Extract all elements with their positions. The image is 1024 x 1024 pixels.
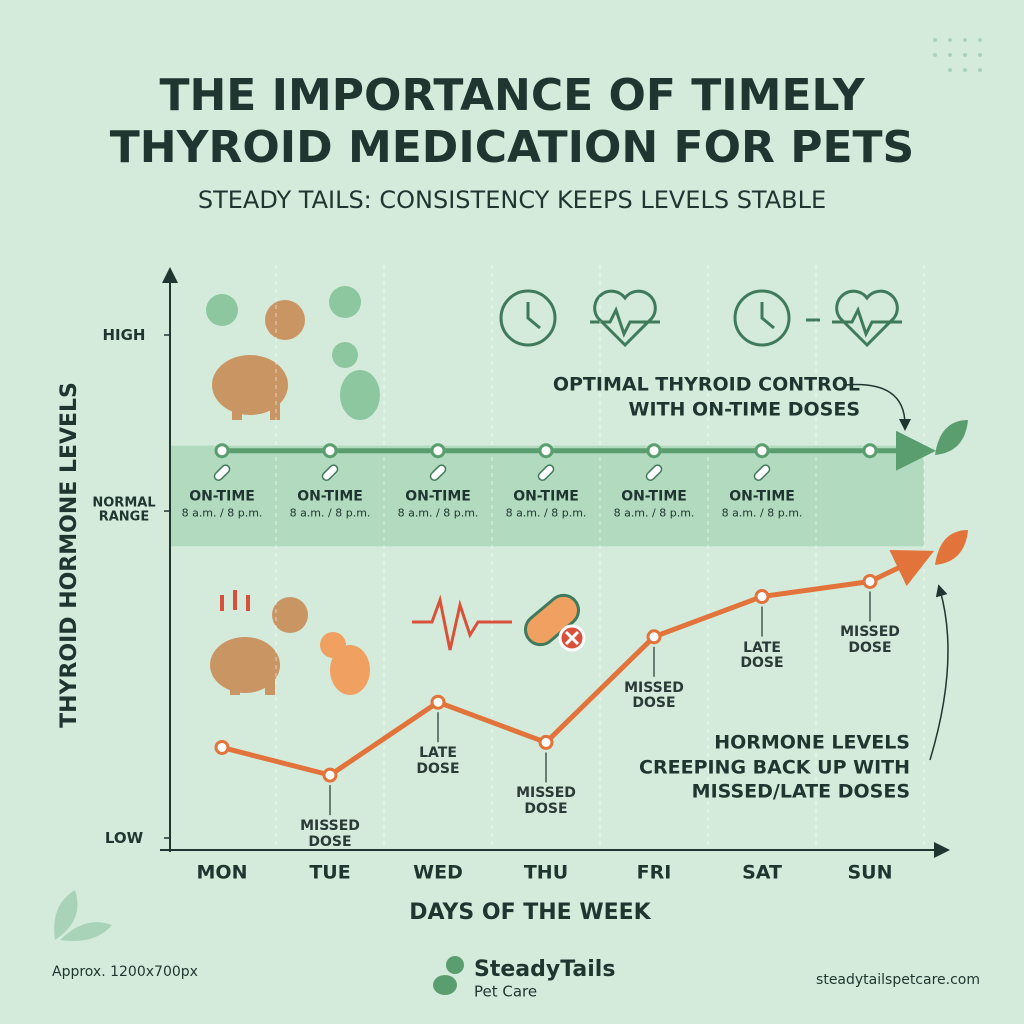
dose-label: ON-TIME xyxy=(621,489,687,505)
pill xyxy=(213,464,231,481)
pill-icon xyxy=(321,464,339,481)
dose-time: 8 a.m. / 8 p.m. xyxy=(398,507,479,520)
annotation: OPTIMAL THYROID CONTROL xyxy=(553,374,860,396)
point xyxy=(862,573,878,589)
dose-label: MISSED DOSE xyxy=(516,785,576,817)
pill xyxy=(429,464,447,481)
point xyxy=(214,443,230,459)
dose-time: 8 a.m. / 8 p.m. xyxy=(182,507,263,520)
title-line: THYROID MEDICATION FOR PETS xyxy=(110,122,914,173)
footer-website: steadytailspetcare.com xyxy=(816,972,980,988)
dose-label: ON-TIME xyxy=(513,489,579,505)
x-axis-title: DAYS OF THE WEEK xyxy=(409,900,651,925)
clock-heart-icons xyxy=(499,289,902,348)
pill xyxy=(753,464,771,481)
x-tick-label: TUE xyxy=(309,862,350,884)
dose-label: MISSED DOSE xyxy=(300,818,360,850)
dose-label: MISSED DOSE xyxy=(624,679,684,712)
point xyxy=(430,694,446,710)
point xyxy=(322,443,338,459)
x-tick-label: FRI xyxy=(637,862,672,884)
point xyxy=(214,739,230,755)
x-tick-label: WED xyxy=(413,862,463,884)
dose-time: 8 a.m. / 8 p.m. xyxy=(506,507,587,520)
x-tick-label: SAT xyxy=(742,862,782,884)
dose-label: LATE DOSE xyxy=(740,639,784,671)
point xyxy=(754,589,770,605)
point xyxy=(322,767,338,783)
normal-range-band xyxy=(171,445,924,547)
point xyxy=(754,443,770,459)
pill-icon xyxy=(753,464,771,481)
dose-label: ON-TIME xyxy=(297,489,363,505)
dose-label: ON-TIME xyxy=(189,489,255,505)
y-tick-label: NORMAL RANGE xyxy=(92,495,156,526)
subtitle: STEADY TAILS: CONSISTENCY KEEPS LEVELS S… xyxy=(198,186,826,214)
footer-note: Approx. 1200x700px xyxy=(52,964,198,980)
annotation: MISSED/LATE DOSES xyxy=(692,781,910,803)
alert-icons xyxy=(412,593,586,652)
annotation: WITH ON-TIME DOSES xyxy=(629,399,860,421)
y-axis-title: THYROID HORMONE LEVELS xyxy=(57,382,82,728)
point xyxy=(862,443,878,459)
worried-pets-icon xyxy=(210,590,370,695)
pill-icon xyxy=(537,464,555,481)
brand-sub: Pet Care xyxy=(474,983,537,1001)
dose-time: 8 a.m. / 8 p.m. xyxy=(614,507,695,520)
annotation: CREEPING BACK UP WITH xyxy=(639,757,910,779)
x-tick-label: THU xyxy=(524,862,568,884)
pill-icon xyxy=(213,464,231,481)
dose-label: ON-TIME xyxy=(405,489,471,505)
title-line: THE IMPORTANCE OF TIMELY xyxy=(159,70,865,121)
point xyxy=(646,629,662,645)
y-tick-label: HIGH xyxy=(102,325,146,344)
dots xyxy=(933,38,982,72)
dose-time: 8 a.m. / 8 p.m. xyxy=(722,507,803,520)
annotation-arrow xyxy=(844,383,911,431)
pill xyxy=(645,464,663,481)
happy-pets-icon xyxy=(206,286,380,420)
trend-arrow xyxy=(868,550,935,587)
dose-time: 8 a.m. / 8 p.m. xyxy=(290,507,371,520)
pill-icon xyxy=(429,464,447,481)
pill xyxy=(321,464,339,481)
pill-icon xyxy=(645,464,663,481)
annotation: HORMONE LEVELS xyxy=(714,732,910,754)
brand-name: SteadyTails xyxy=(474,957,615,982)
x-tick-label: MON xyxy=(197,862,248,884)
brand-logo xyxy=(433,956,464,995)
point xyxy=(646,443,662,459)
y-tick-label: LOW xyxy=(104,828,144,847)
x-tick-label: SUN xyxy=(847,862,892,884)
leaf-icons xyxy=(54,420,968,941)
pill xyxy=(537,464,555,481)
annotation-arrow xyxy=(929,584,949,761)
dose-label: LATE DOSE xyxy=(416,745,460,777)
point xyxy=(538,734,554,750)
point xyxy=(538,443,554,459)
point xyxy=(430,443,446,459)
dose-label: ON-TIME xyxy=(729,489,795,505)
dose-label: MISSED DOSE xyxy=(840,624,900,656)
